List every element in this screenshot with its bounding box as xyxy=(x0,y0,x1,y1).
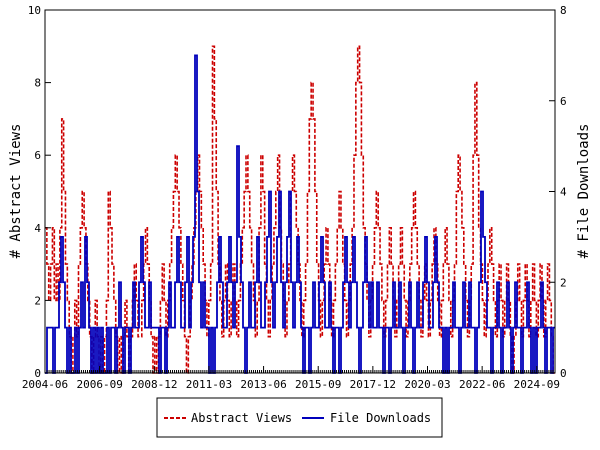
y-right-tick-label: 4 xyxy=(560,186,567,199)
x-tick-label: 2017-12 xyxy=(350,378,396,391)
x-tick-label: 2022-06 xyxy=(459,378,505,391)
legend-box xyxy=(156,397,443,438)
y-left-axis-title: # Abstract Views xyxy=(8,124,24,259)
y-left-tick-label: 6 xyxy=(34,149,41,162)
legend-label-abstract-views: Abstract Views xyxy=(191,411,292,425)
x-tick-label: 2013-06 xyxy=(240,378,286,391)
x-tick-label: 2015-09 xyxy=(295,378,341,391)
x-tick-label: 2020-03 xyxy=(404,378,450,391)
y-left-tick-label: 8 xyxy=(34,77,41,90)
x-tick-label: 2008-12 xyxy=(131,378,177,391)
y-left-tick-label: 0 xyxy=(34,367,41,380)
x-tick-label: 2011-03 xyxy=(186,378,232,391)
legend-label-file-downloads: File Downloads xyxy=(330,411,431,425)
x-tick-label: 2004-06 xyxy=(22,378,68,391)
y-right-tick-label: 8 xyxy=(560,4,567,17)
y-right-tick-label: 2 xyxy=(560,276,567,289)
plot-frame xyxy=(44,9,556,374)
x-tick-label: 2006-09 xyxy=(76,378,122,391)
y-right-tick-label: 6 xyxy=(560,95,567,108)
legend: Abstract Views File Downloads xyxy=(156,397,443,438)
x-tick-label: 2024-09 xyxy=(514,378,560,391)
y-right-axis-title: # File Downloads xyxy=(576,124,592,259)
y-left-tick-label: 2 xyxy=(34,294,41,307)
y-right-tick-label: 0 xyxy=(560,367,567,380)
y-left-tick-label: 10 xyxy=(28,4,41,17)
y-left-tick-label: 4 xyxy=(34,222,41,235)
